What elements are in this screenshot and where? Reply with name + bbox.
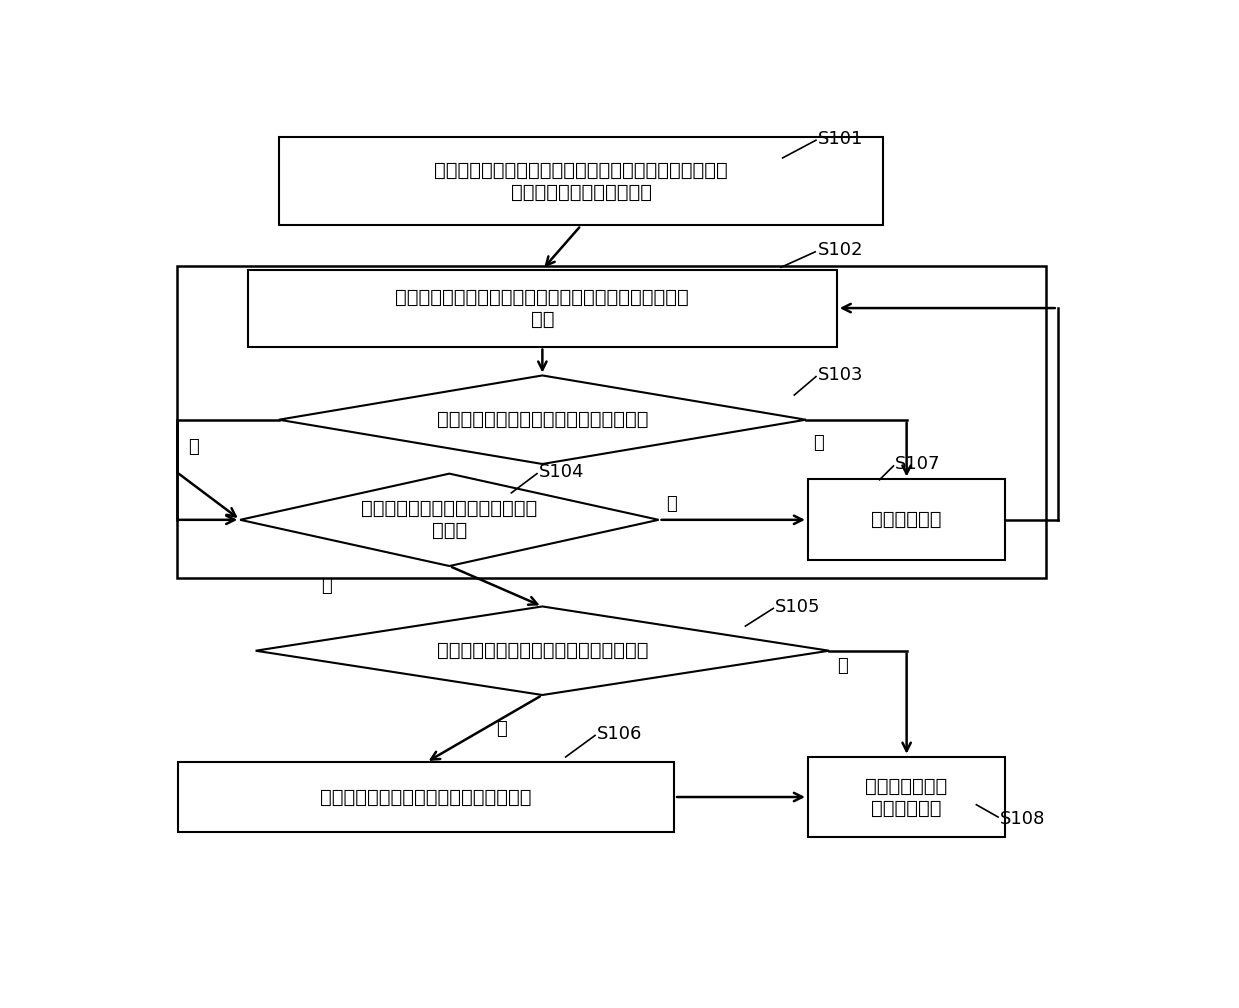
Text: S103: S103 xyxy=(818,366,864,384)
Text: 判断所述有功功率是否小于功率额
设阈值: 判断所述有功功率是否小于功率额 设阈值 xyxy=(362,499,538,540)
Text: S101: S101 xyxy=(818,130,862,147)
Polygon shape xyxy=(279,375,805,464)
Text: 是: 是 xyxy=(321,578,332,596)
Polygon shape xyxy=(255,607,829,695)
Text: 立即清零计量芯片中快速脉冲计数器的值: 立即清零计量芯片中快速脉冲计数器的值 xyxy=(321,787,532,806)
Text: S106: S106 xyxy=(597,725,642,743)
Polygon shape xyxy=(240,474,659,566)
Text: 正常运行计量: 正常运行计量 xyxy=(871,510,942,529)
Text: S107: S107 xyxy=(895,456,940,474)
Text: 否: 否 xyxy=(667,495,678,513)
Bar xyxy=(279,137,883,226)
Bar xyxy=(808,480,1005,560)
Text: 识别电能表的规格常数，并根据所述规格常数计算出计量
芯片的启动功率和启动时间: 识别电能表的规格常数，并根据所述规格常数计算出计量 芯片的启动功率和启动时间 xyxy=(434,160,729,202)
Bar xyxy=(808,757,1005,838)
Bar xyxy=(248,269,836,347)
Text: 判断防潜动时间内是否存在脉冲信号行为: 判断防潜动时间内是否存在脉冲信号行为 xyxy=(436,641,648,660)
Text: 判断所述电流数据是否小于电流预设阈值: 判断所述电流数据是否小于电流预设阈值 xyxy=(436,410,648,429)
Text: 否: 否 xyxy=(496,720,507,738)
Text: 读取电能表运行过程中的电流数据、有功功率和脉冲信号
行为: 读取电能表运行过程中的电流数据、有功功率和脉冲信号 行为 xyxy=(395,287,689,329)
Text: 是: 是 xyxy=(836,657,847,675)
Text: S108: S108 xyxy=(1000,809,1044,828)
Bar xyxy=(178,762,674,832)
Text: 否: 否 xyxy=(814,433,824,452)
Text: S105: S105 xyxy=(774,598,820,616)
Text: 是: 是 xyxy=(188,437,199,456)
Text: S102: S102 xyxy=(818,241,864,259)
Text: 重新触发定时器
进行累加计时: 重新触发定时器 进行累加计时 xyxy=(866,776,948,817)
Bar xyxy=(177,266,1046,578)
Text: S104: S104 xyxy=(539,463,584,481)
